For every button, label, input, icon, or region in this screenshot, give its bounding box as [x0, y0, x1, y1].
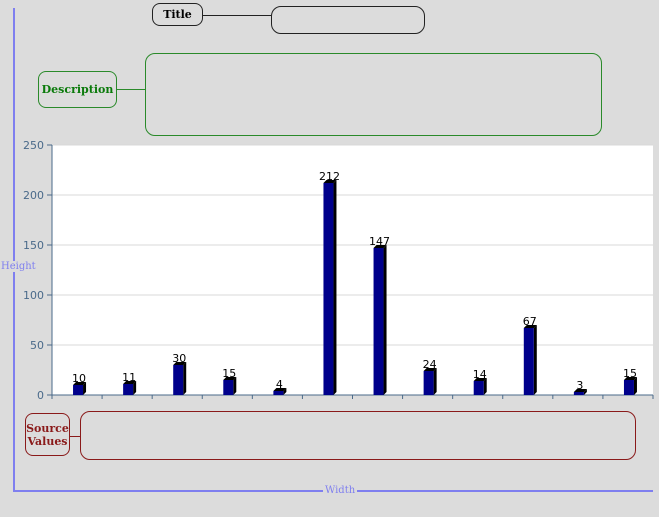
bar [473, 381, 484, 395]
bar-side [433, 368, 437, 395]
bar-side [233, 377, 237, 395]
source-values-label: Source Values [25, 413, 70, 456]
bar [323, 183, 334, 395]
bar-side [333, 180, 337, 395]
bar-top [573, 389, 587, 392]
data-label: 212 [319, 170, 340, 183]
bar-side [183, 362, 187, 395]
bar [523, 328, 534, 395]
y-tick-label: 250 [23, 139, 44, 152]
description-label: Description [38, 71, 117, 108]
y-tick-label: 150 [23, 239, 44, 252]
data-label: 15 [222, 367, 236, 380]
bar [123, 384, 134, 395]
data-label: 67 [523, 315, 537, 328]
source-values-connector [70, 436, 80, 437]
bar-side [483, 378, 487, 395]
bar-top [523, 325, 537, 328]
bar-top [73, 382, 87, 385]
title-label: Title [152, 3, 203, 26]
bar-top [623, 377, 637, 380]
data-label: 11 [122, 371, 136, 384]
data-label: 30 [172, 352, 186, 365]
bar [73, 385, 84, 395]
y-tick-label: 100 [23, 289, 44, 302]
bar [373, 248, 384, 395]
data-label: 10 [72, 372, 86, 385]
bar-top [423, 368, 437, 371]
source-values-label-line1: Source [26, 421, 69, 435]
data-label: 24 [423, 358, 437, 371]
bar-top [473, 378, 487, 381]
description-input[interactable] [145, 53, 602, 136]
bar-top [223, 377, 237, 380]
bar-side [283, 388, 287, 395]
source-values-label-line2: Values [27, 434, 68, 448]
data-label: 14 [473, 368, 487, 381]
bar-top [373, 245, 387, 248]
bar-side [83, 382, 87, 395]
bar-top [123, 381, 137, 384]
title-connector [203, 15, 271, 16]
bar [623, 380, 634, 395]
bar-side [533, 325, 537, 395]
description-connector [117, 89, 145, 90]
data-label: 15 [623, 367, 637, 380]
height-label: Height [0, 261, 37, 272]
data-label: 4 [276, 378, 283, 391]
bar [223, 380, 234, 395]
height-guide-line [13, 8, 15, 492]
bar-side [133, 381, 137, 395]
bar-side [383, 245, 387, 395]
data-label: 147 [369, 235, 390, 248]
bar-top [273, 388, 287, 391]
bar [173, 365, 184, 395]
bar [573, 392, 584, 395]
title-input[interactable] [271, 6, 425, 34]
bar-side [583, 389, 587, 395]
bar-top [173, 362, 187, 365]
bar-side [633, 377, 637, 395]
bar [273, 391, 284, 395]
plot-area [52, 145, 653, 395]
y-tick-label: 0 [37, 389, 44, 402]
bar [423, 371, 434, 395]
y-tick-label: 200 [23, 189, 44, 202]
data-label: 3 [576, 379, 583, 392]
source-values-input[interactable] [80, 411, 636, 460]
bar-top [323, 180, 337, 183]
width-label: Width [323, 485, 358, 496]
y-tick-label: 50 [30, 339, 44, 352]
